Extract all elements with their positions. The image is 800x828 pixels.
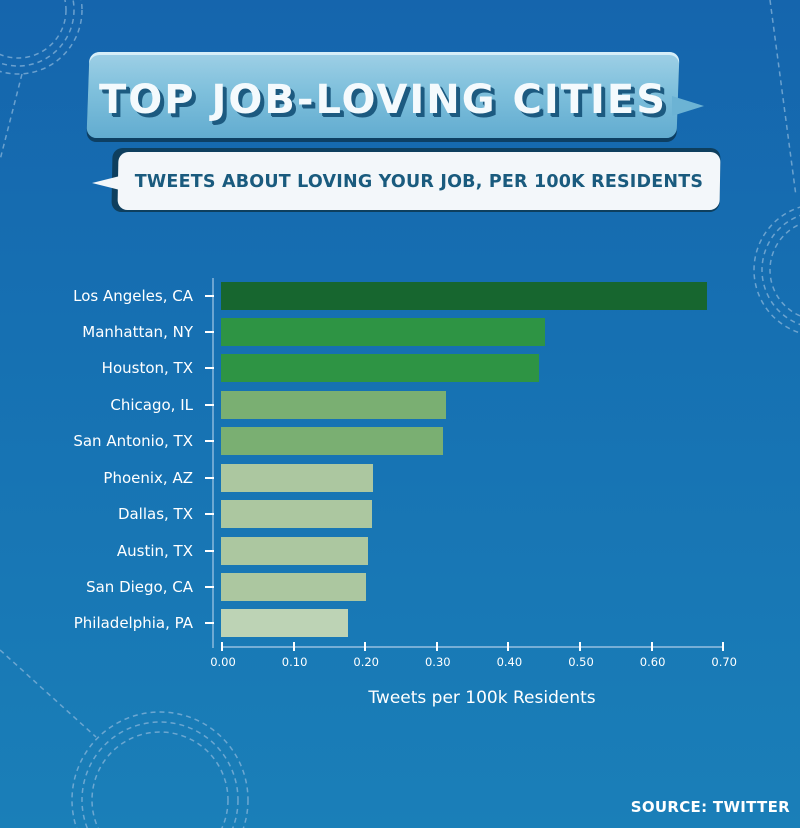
x-tick-label: 0.40 (496, 655, 523, 669)
x-tick-label: 0.30 (424, 655, 451, 669)
x-tick-label: 0.50 (568, 655, 594, 669)
category-label: Los Angeles, CA (73, 287, 193, 305)
x-tick-label: 0.70 (711, 655, 737, 669)
bar-row: Manhattan, NY (0, 318, 800, 346)
category-label: Austin, TX (116, 542, 193, 560)
category-label: Phoenix, AZ (103, 469, 193, 487)
y-axis-tick (205, 477, 214, 479)
y-axis-tick (205, 513, 214, 515)
bar-row: Dallas, TX (0, 500, 800, 528)
y-axis-tick (205, 586, 214, 588)
bar (221, 391, 446, 419)
x-axis-title: Tweets per 100k Residents (368, 688, 596, 708)
bar (221, 427, 443, 455)
x-axis-tick (650, 642, 653, 651)
bar-row: Los Angeles, CA (0, 282, 800, 310)
category-label: San Antonio, TX (73, 432, 193, 450)
category-label: Dallas, TX (117, 505, 193, 523)
x-tick-label: 0.60 (639, 655, 666, 669)
title-banner-tail (672, 96, 704, 116)
bar (221, 500, 372, 528)
y-axis-line (212, 278, 214, 648)
y-axis-tick (205, 550, 214, 552)
x-axis-tick (292, 642, 295, 651)
bar (221, 282, 707, 310)
bar-row: Chicago, IL (0, 391, 800, 419)
bar-row: Houston, TX (0, 354, 800, 382)
bar (221, 318, 545, 346)
x-axis-tick (364, 642, 367, 651)
x-axis-tick (435, 642, 438, 651)
y-axis-tick (205, 367, 214, 369)
category-label: Chicago, IL (110, 396, 193, 414)
x-axis-line (222, 646, 724, 648)
x-axis-tick (221, 642, 223, 651)
category-label: San Diego, CA (86, 578, 193, 596)
bar-row: Austin, TX (0, 537, 800, 565)
subtitle-banner-tail (92, 176, 120, 190)
y-axis-tick (205, 440, 214, 442)
y-axis-tick (205, 331, 214, 333)
bar-row: San Antonio, TX (0, 427, 800, 455)
category-label: Manhattan, NY (82, 323, 193, 341)
bar-row: San Diego, CA (0, 573, 800, 601)
bar (221, 464, 373, 492)
bar (221, 573, 366, 601)
bar-row: Philadelphia, PA (0, 609, 800, 637)
x-axis-tick (722, 642, 725, 651)
x-tick-label: 0.20 (353, 655, 379, 669)
category-label: Philadelphia, PA (73, 614, 193, 632)
chart-subtitle: TWEETS ABOUT LOVING YOUR JOB, PER 100K R… (134, 172, 704, 192)
bar (221, 537, 368, 565)
x-axis-tick (507, 642, 510, 651)
bar (221, 609, 348, 637)
category-label: Houston, TX (101, 359, 193, 377)
y-axis-tick (205, 404, 214, 406)
bar-row: Phoenix, AZ (0, 464, 800, 492)
x-tick-label: 0.00 (210, 655, 236, 669)
x-tick-label: 0.10 (281, 655, 308, 669)
bar (221, 354, 539, 382)
chart-title: TOP JOB-LOVING CITIES (98, 77, 668, 123)
x-axis-tick (579, 642, 581, 651)
source-label: SOURCE: TWITTER (630, 798, 790, 816)
y-axis-tick (205, 295, 214, 297)
y-axis-tick (205, 622, 214, 624)
